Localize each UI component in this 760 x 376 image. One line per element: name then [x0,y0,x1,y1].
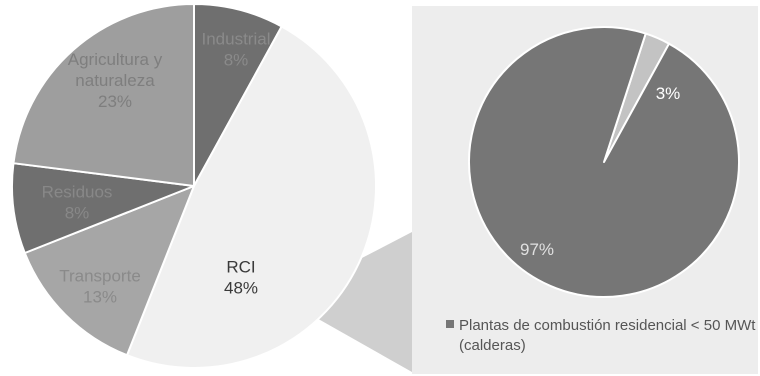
explode-connector-triangle [283,232,412,372]
main-label-rci-line-1: RCI [226,258,255,277]
main-label-residuos-line-2: 8% [65,204,90,223]
main-slice-industrial [193,3,283,187]
legend-label-line-1: Plantas de combustión residencial < 50 M… [459,317,756,334]
main-label-industrial-line-1: Industrial [202,30,271,49]
legend: Plantas de combustión residencial < 50 M… [446,317,756,354]
main-label-agricultura-y-line-1: Agricultura y [68,50,163,69]
main-pie [11,3,377,370]
detail-label-3-line-1: 3% [656,84,681,103]
main-pie-labels: Industrial 8% RCI 48% Transporte 13% Residuos 8… [42,30,271,307]
detail-pie [468,26,741,298]
main-label-transporte-line-1: Transporte [59,267,141,286]
main-label-residuos-line-1: Residuos [42,183,113,202]
detail-pie-labels: 3% 97% [520,84,680,259]
main-slice-rci [126,25,377,370]
legend-marker [446,320,454,328]
legend-label-line-2: (calderas) [459,337,526,354]
main-label-industrial-line-2: 8% [224,51,249,70]
main-slice-agricultura-y [12,3,195,187]
main-label-agricultura-y-line-3: 23% [98,92,132,111]
main-slice-residuos [11,162,195,254]
detail-label-97-line-1: 97% [520,240,554,259]
main-slice-transporte [23,185,195,357]
main-label-rci-line-2: 48% [224,279,258,298]
main-label-agricultura-y-line-2: naturaleza [75,71,155,90]
detail-slice-97 [468,26,741,298]
main-label-transporte-line-2: 13% [83,288,117,307]
